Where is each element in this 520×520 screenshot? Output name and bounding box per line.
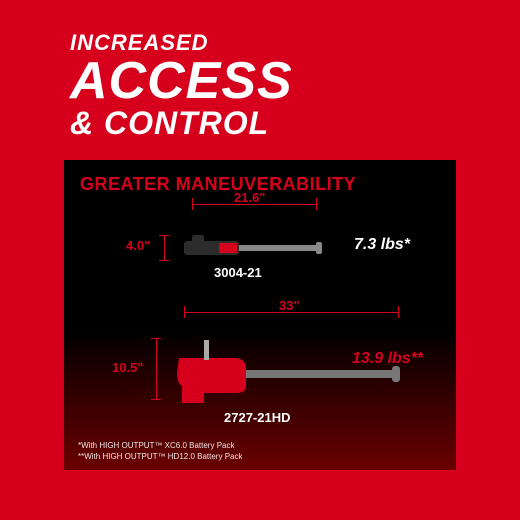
tool-a-length: 21.6" bbox=[234, 190, 265, 205]
tool-a-height-bar bbox=[164, 235, 165, 261]
tool-b-height: 10.5" bbox=[112, 360, 143, 375]
tool-b-weight: 13.9 lbs** bbox=[352, 350, 423, 368]
tool-a-length-cap-r bbox=[316, 198, 317, 210]
fineprint-2: **With HIGH OUTPUT™ HD12.0 Battery Pack bbox=[78, 451, 242, 462]
heading-line2: ACCESS bbox=[70, 58, 293, 105]
tool-a-length-cap-l bbox=[192, 198, 193, 210]
tool-b-height-cap-b bbox=[151, 399, 161, 400]
tool-a-silhouette bbox=[184, 235, 324, 266]
tool-a-weight: 7.3 lbs* bbox=[354, 236, 410, 254]
comparison-panel: GREATER MANEUVERABILITY 21.6" 4.0" 7.3 l… bbox=[64, 160, 456, 470]
tool-b-height-bar bbox=[156, 338, 157, 400]
tool-a-model: 3004-21 bbox=[214, 265, 262, 280]
tool-b-length-cap-r bbox=[398, 306, 399, 318]
tool-a-height-cap-t bbox=[159, 235, 169, 236]
tool-a-height: 4.0" bbox=[126, 238, 150, 253]
tool-b-length-cap-l bbox=[184, 306, 185, 318]
tool-b-model: 2727-21HD bbox=[224, 410, 291, 425]
fineprint-1: *With HIGH OUTPUT™ XC6.0 Battery Pack bbox=[78, 440, 242, 451]
tool-b-length: 33" bbox=[279, 298, 300, 313]
tool-a-height-cap-b bbox=[159, 260, 169, 261]
fine-print: *With HIGH OUTPUT™ XC6.0 Battery Pack **… bbox=[78, 440, 242, 462]
heading: INCREASED ACCESS & CONTROL bbox=[70, 30, 293, 142]
heading-line3: & CONTROL bbox=[70, 105, 293, 142]
tool-b-height-cap-t bbox=[151, 338, 161, 339]
